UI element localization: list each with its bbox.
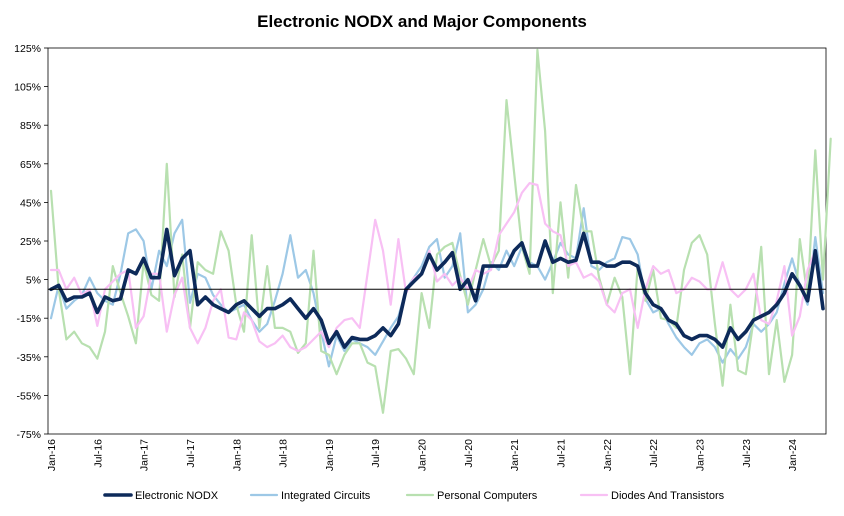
x-tick-label: Jul-17 [185,439,197,468]
series-line-diodes-and-transistors [49,182,825,353]
y-tick-label: 25% [20,236,41,248]
y-tick-label: 85% [20,120,41,132]
y-tick-label: 5% [26,275,41,287]
x-tick-label: Jul-21 [556,439,568,468]
x-tick-label: Jul-18 [278,439,290,468]
x-tick-label: Jul-22 [648,439,660,468]
x-tick-label: Jan-19 [324,439,336,471]
y-axis: 125% 105% 85% 65% 45% 25% 5% -15% -35% -55% -75% [14,43,48,441]
x-axis: Jan-16 Jul-16 Jan-17 Jul-17 Jan-18 Jul-18 Jan-… [46,439,799,471]
y-tick-label: 125% [14,43,41,55]
y-tick-label: -35% [16,352,41,364]
series-layer [49,48,832,414]
x-tick-label: Jan-18 [231,439,243,471]
y-tick-label: 105% [14,82,41,94]
x-tick-label: Jan-21 [509,439,521,471]
series-line-integrated-circuits [49,207,825,368]
legend-label: Integrated Circuits [281,490,371,502]
y-tick-label: 65% [20,159,41,171]
y-tick-label: -15% [16,313,41,325]
y-tick-label: 45% [20,197,41,209]
legend-label: Personal Computers [437,490,538,502]
x-tick-label: Jan-17 [139,439,151,471]
y-tick-label: -75% [16,429,41,441]
x-tick-label: Jul-19 [370,439,382,468]
x-tick-label: Jan-24 [787,439,799,471]
y-tick-label: -55% [16,390,41,402]
legend-label: Electronic NODX [135,490,219,502]
legend: Electronic NODX Integrated Circuits Person… [103,490,725,502]
x-tick-label: Jan-16 [46,439,58,471]
x-tick-label: Jan-22 [602,439,614,471]
x-tick-label: Jul-23 [741,439,753,468]
series-line-electronic-nodx [49,227,825,349]
x-tick-label: Jan-23 [695,439,707,471]
legend-label: Diodes And Transistors [611,490,725,502]
x-tick-label: Jul-16 [92,439,104,468]
x-tick-label: Jan-20 [417,439,429,471]
x-tick-label: Jul-20 [463,439,475,468]
chart-title: Electronic NODX and Major Components [257,12,587,31]
